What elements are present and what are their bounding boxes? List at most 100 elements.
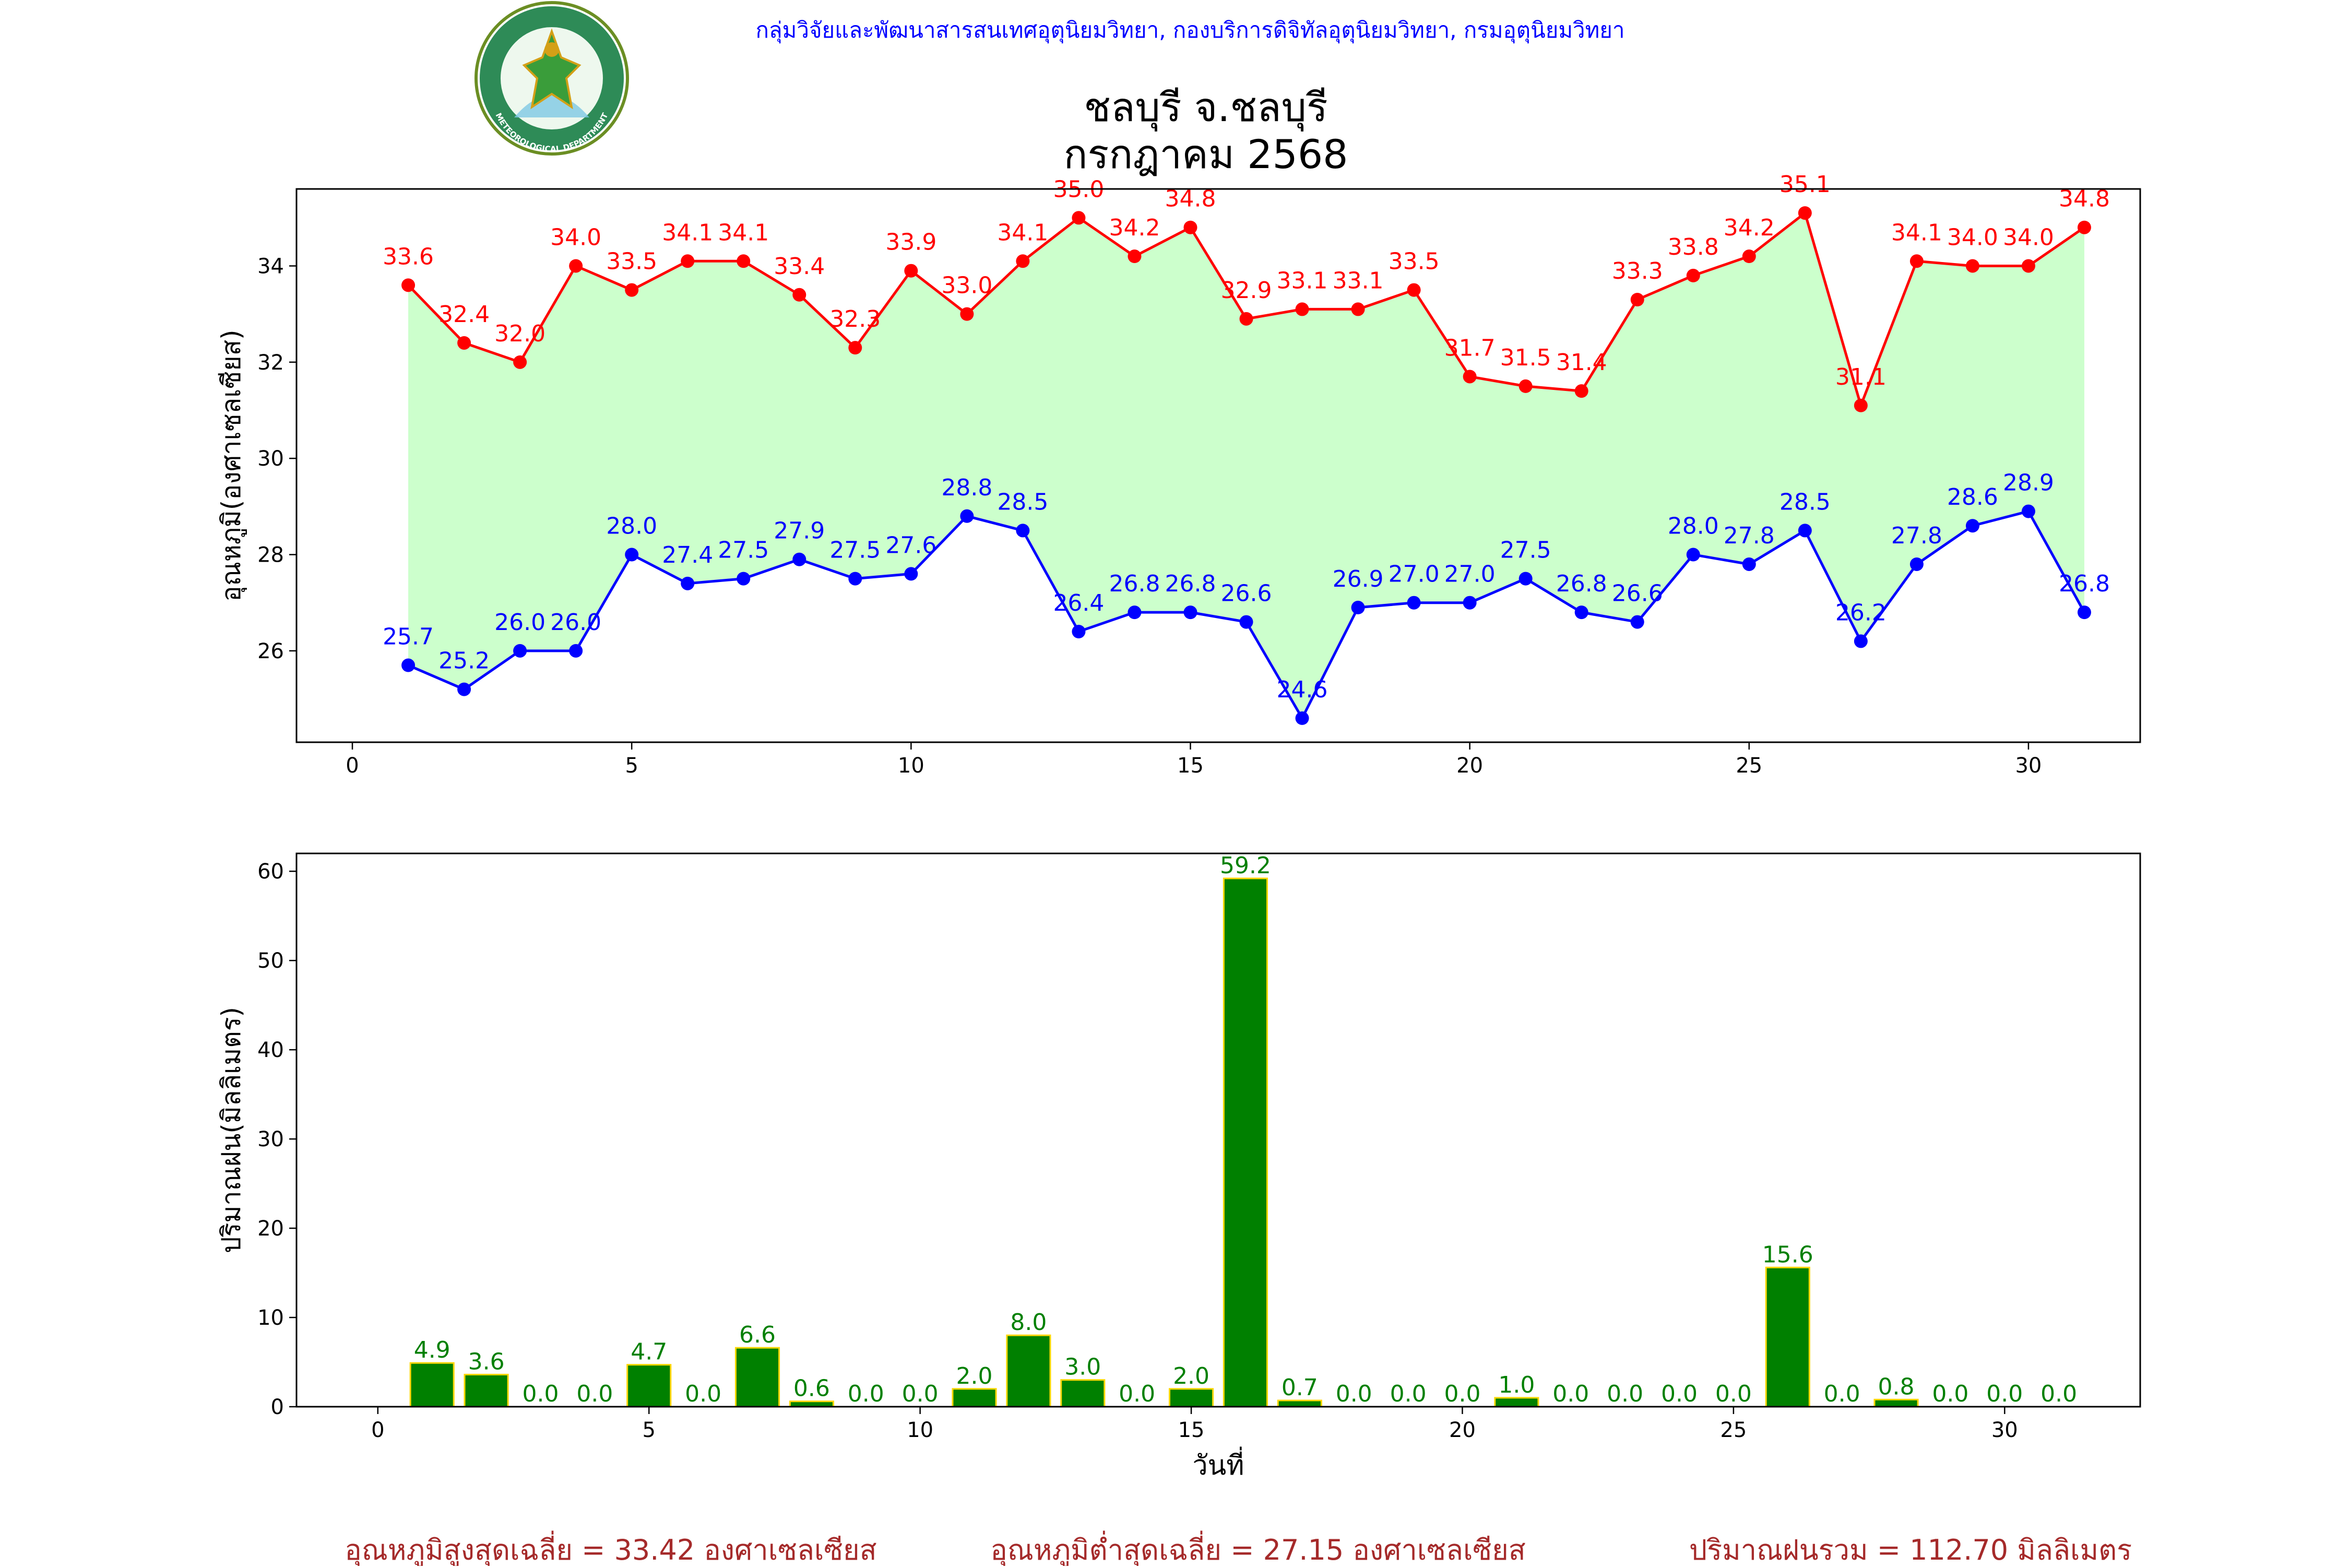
- max-temperature-point: [1072, 211, 1086, 225]
- max-temperature-point: [401, 278, 416, 292]
- rain-bar-label: 3.6: [468, 1348, 505, 1375]
- min-temperature-point: [1909, 557, 1924, 571]
- max-temperature-point: [1239, 312, 1253, 326]
- max-temperature-point: [792, 288, 806, 302]
- max-temperature-point: [1909, 254, 1924, 268]
- rain-bar-label: 0.7: [1282, 1374, 1318, 1401]
- max-temperature-label: 31.4: [1556, 349, 1607, 376]
- min-temperature-point: [1295, 711, 1309, 725]
- rainfall-xtick-label: 10: [907, 1418, 933, 1442]
- min-temperature-label: 26.8: [2059, 571, 2110, 597]
- min-temperature-label: 26.6: [1612, 580, 1663, 607]
- max-temperature-label: 32.3: [829, 306, 881, 332]
- rain-bar-label: 0.8: [1878, 1373, 1915, 1400]
- rainfall-plot-frame: [295, 852, 2141, 1408]
- rain-bar-label: 3.0: [1064, 1354, 1101, 1381]
- max-temperature-label: 33.5: [1389, 248, 1440, 275]
- max-temperature-label: 34.2: [1724, 215, 1775, 241]
- min-temperature-label: 26.6: [1221, 580, 1272, 607]
- min-temperature-point: [737, 572, 751, 586]
- rain-bar-label: 0.0: [1932, 1381, 1968, 1407]
- meteorological-department-logo: กรมอุตุนิยมวิทยา METEOROLOGICAL DEPARTME…: [474, 0, 629, 156]
- rain-bar-label: 0.0: [1824, 1381, 1860, 1407]
- avg-min-summary: อุณหภูมิต่ำสุดเฉลี่ย = 27.15 องศาเซลเซีย…: [990, 1530, 1525, 1566]
- rain-bar-label: 4.9: [414, 1337, 450, 1363]
- max-temperature-label: 33.9: [885, 229, 936, 256]
- max-temperature-label: 33.1: [1333, 267, 1384, 294]
- min-temperature-point: [792, 552, 806, 566]
- min-temperature-point: [1239, 615, 1253, 629]
- rainfall-xtick-label: 20: [1449, 1418, 1476, 1442]
- rainfall-ylabel: ปริมาณฝน(มิลลิเมตร): [216, 1007, 246, 1253]
- min-temperature-point: [1574, 605, 1588, 620]
- max-temperature-point: [1295, 302, 1309, 316]
- rain-bar-label: 15.6: [1762, 1241, 1813, 1268]
- rainfall-xtick-label: 25: [1720, 1418, 1747, 1442]
- min-temperature-point: [457, 682, 471, 696]
- min-temperature-point: [1854, 634, 1868, 648]
- min-temperature-point: [2077, 605, 2091, 620]
- min-temperature-label: 26.8: [1165, 571, 1216, 597]
- rain-bar-label: 6.6: [739, 1322, 776, 1348]
- rainfall-ytick-label: 10: [257, 1306, 284, 1330]
- min-temperature-label: 28.0: [606, 513, 657, 540]
- min-temperature-label: 26.8: [1109, 571, 1160, 597]
- max-temperature-label: 33.4: [774, 253, 825, 280]
- min-temperature-point: [1072, 625, 1086, 638]
- max-temperature-label: 34.2: [1109, 215, 1160, 241]
- min-temperature-label: 26.0: [550, 609, 601, 636]
- rain-bar-label: 0.0: [1715, 1381, 1752, 1407]
- temperature-xtick-label: 10: [898, 754, 924, 778]
- rain-bar-label: 0.0: [1607, 1381, 1643, 1407]
- rain-bar-label: 2.0: [1173, 1363, 1209, 1389]
- max-temperature-point: [1407, 283, 1421, 297]
- rainfall-ytick-label: 60: [257, 860, 284, 884]
- min-temperature-label: 28.5: [997, 489, 1048, 515]
- min-temperature-label: 27.0: [1389, 561, 1440, 588]
- max-temperature-point: [1965, 259, 1979, 273]
- rain-bar: [1060, 1379, 1106, 1408]
- rain-bar: [952, 1388, 997, 1408]
- max-temperature-point: [1798, 206, 1812, 220]
- max-temperature-point: [1742, 250, 1756, 264]
- min-temperature-label: 27.6: [885, 532, 936, 559]
- max-temperature-point: [2077, 220, 2091, 234]
- temperature-plot-frame: [295, 188, 2141, 743]
- rain-bar-label: 0.0: [1390, 1381, 1427, 1407]
- min-temperature-label: 27.9: [774, 518, 825, 544]
- min-temperature-label: 27.5: [1500, 537, 1551, 564]
- min-temperature-point: [1183, 605, 1197, 620]
- rainfall-xlabel: วันที่: [1192, 1446, 1244, 1481]
- rain-bar-label: 0.0: [848, 1381, 884, 1407]
- min-temperature-point: [2021, 504, 2035, 518]
- rain-bar: [464, 1373, 509, 1408]
- rainfall-ytick-label: 20: [257, 1217, 284, 1241]
- max-temperature-point: [904, 264, 918, 278]
- rainfall-chart: 4.9 3.6 0.0 0.0 4.7 0.0 6.6 0.6 0.0 0.0 2.0 8.0 3.0 0…: [216, 852, 2141, 1481]
- rain-bar: [789, 1400, 834, 1408]
- avg-max-summary: อุณหภูมิสูงสุดเฉลี่ย = 33.42 องศาเซลเซีย…: [345, 1530, 876, 1566]
- temperature-xtick-label: 25: [1736, 754, 1762, 778]
- temperature-xtick-label: 5: [625, 754, 638, 778]
- min-temperature-label: 25.2: [438, 648, 490, 674]
- rain-bar: [1277, 1399, 1322, 1408]
- max-temperature-label: 33.0: [941, 272, 992, 299]
- min-temperature-label: 26.9: [1333, 566, 1384, 592]
- rain-bar-label: 1.0: [1498, 1372, 1535, 1398]
- max-temperature-label: 34.1: [718, 219, 769, 246]
- temperature-ytick-label: 28: [257, 543, 284, 567]
- min-temperature-point: [1686, 548, 1700, 562]
- temperature-xtick-label: 15: [1177, 754, 1204, 778]
- max-temperature-point: [569, 259, 583, 273]
- rain-bar: [734, 1347, 780, 1408]
- rain-bar-label: 0.0: [522, 1381, 559, 1407]
- max-temperature-label: 34.8: [2059, 186, 2110, 212]
- temperature-chart: 33.632.432.034.033.534.1 34.133.432.333.9…: [216, 171, 2141, 778]
- min-temperature-point: [1798, 524, 1812, 538]
- rain-bar: [1494, 1397, 1539, 1408]
- rain-bar-label: 4.7: [631, 1339, 667, 1365]
- temperature-xtick-label: 0: [346, 754, 359, 778]
- temperature-ytick-label: 32: [257, 351, 284, 375]
- rain-bar-label: 59.2: [1220, 852, 1271, 879]
- min-temperature-label: 26.0: [494, 609, 545, 636]
